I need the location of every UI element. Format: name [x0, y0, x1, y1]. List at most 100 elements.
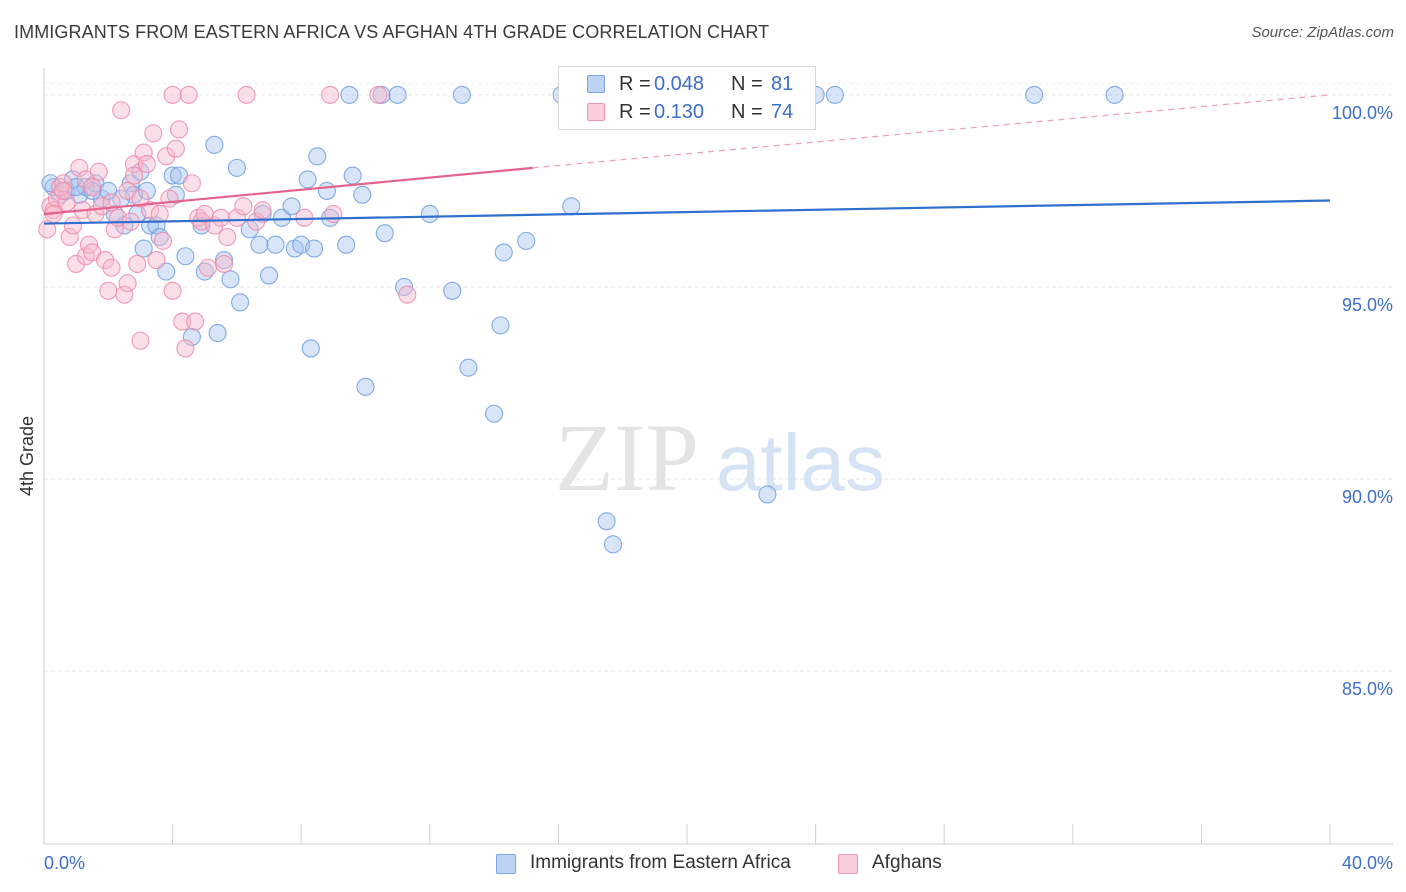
y-tick-label: 100.0%	[1332, 103, 1393, 123]
legend-label: Afghans	[872, 852, 942, 873]
point-eastern-africa	[343, 166, 362, 185]
point-eastern-africa	[1105, 85, 1124, 104]
point-afghans	[54, 174, 73, 193]
point-afghans	[147, 251, 166, 270]
point-eastern-africa	[259, 266, 279, 285]
point-eastern-africa	[266, 235, 285, 254]
trendline-eastern-africa	[43, 199, 1331, 225]
point-afghans	[76, 170, 95, 189]
point-eastern-africa	[250, 235, 269, 254]
y-tick-label: 90.0%	[1342, 487, 1393, 507]
point-afghans	[234, 197, 253, 216]
point-eastern-africa	[491, 316, 510, 335]
r-label: R =	[619, 101, 651, 123]
point-afghans	[157, 147, 176, 166]
point-eastern-africa	[92, 189, 111, 208]
point-eastern-africa	[298, 170, 317, 189]
source-label: Source: ZipAtlas.com	[1251, 24, 1394, 41]
point-eastern-africa	[353, 185, 372, 204]
point-afghans	[118, 274, 137, 293]
point-afghans	[160, 189, 179, 208]
point-afghans	[144, 124, 163, 143]
point-eastern-africa	[221, 270, 240, 289]
point-eastern-africa	[214, 251, 234, 270]
point-eastern-africa	[157, 262, 176, 281]
point-eastern-africa	[137, 181, 156, 200]
point-eastern-africa	[163, 166, 182, 185]
point-afghans	[134, 143, 153, 162]
y-axis-label: 4th Grade	[17, 416, 37, 496]
point-afghans	[218, 227, 237, 247]
point-eastern-africa	[517, 231, 536, 250]
axis-layer: 85.0% 90.0% 95.0% 100.0%	[43, 68, 1393, 845]
point-eastern-africa	[356, 377, 375, 396]
point-afghans	[38, 220, 57, 239]
point-afghans	[150, 204, 169, 224]
point-eastern-africa	[340, 85, 359, 104]
n-label: N =	[731, 73, 763, 95]
point-afghans	[67, 254, 86, 273]
trend-layer	[43, 94, 1331, 225]
point-eastern-africa	[420, 204, 439, 224]
legend-swatch-pink	[838, 854, 858, 874]
legend-swatch-blue	[496, 854, 516, 874]
legend-swatch-pink	[587, 103, 605, 121]
series-legend: Immigrants from Eastern Africa Afghans	[0, 852, 1406, 878]
point-eastern-africa	[308, 147, 327, 166]
point-afghans	[198, 258, 218, 277]
point-afghans	[115, 285, 134, 304]
point-afghans	[237, 85, 256, 104]
stats-legend: R = 0.048 N = 81 R = 0.130 N = 74	[558, 66, 816, 130]
point-afghans	[227, 208, 246, 227]
watermark-zip: ZIP	[555, 404, 699, 511]
grid-layer	[44, 82, 1393, 672]
r-label: R =	[619, 73, 651, 95]
point-afghans	[131, 189, 150, 208]
point-eastern-africa	[758, 485, 777, 504]
point-eastern-africa	[182, 327, 201, 346]
point-afghans	[60, 227, 79, 247]
point-afghans	[137, 154, 156, 174]
trendline-afghans	[43, 166, 533, 216]
point-afghans	[166, 139, 185, 158]
watermark: ZIP atlas	[555, 404, 885, 511]
point-afghans	[124, 166, 144, 185]
point-afghans	[83, 178, 102, 197]
point-afghans	[131, 331, 150, 350]
point-eastern-africa	[1025, 85, 1044, 104]
point-eastern-africa	[176, 247, 195, 266]
point-afghans	[99, 281, 118, 300]
point-eastern-africa	[305, 239, 324, 258]
point-eastern-africa	[597, 512, 616, 531]
n-value: 81	[771, 73, 794, 95]
point-afghans	[70, 158, 89, 177]
legend-swatch-blue	[587, 75, 605, 93]
y-tick-label: 85.0%	[1342, 679, 1393, 699]
point-afghans	[92, 197, 111, 216]
point-eastern-africa	[253, 204, 272, 224]
point-eastern-africa	[231, 293, 250, 312]
point-afghans	[112, 101, 131, 120]
point-eastern-africa	[301, 339, 320, 358]
point-afghans	[253, 201, 272, 220]
points-layer	[38, 85, 1124, 554]
point-afghans	[179, 85, 198, 104]
point-eastern-africa	[494, 243, 513, 262]
point-afghans	[214, 254, 234, 273]
point-afghans	[153, 231, 173, 250]
point-afghans	[398, 285, 417, 304]
chart-title: IMMIGRANTS FROM EASTERN AFRICA VS AFGHAN…	[14, 22, 770, 42]
point-afghans	[47, 189, 66, 208]
point-afghans	[211, 208, 230, 227]
x-tick-label-max: 40.0%	[1342, 853, 1393, 873]
point-afghans	[141, 201, 160, 220]
r-value: 0.048	[654, 73, 705, 95]
point-eastern-africa	[375, 224, 394, 243]
point-eastern-africa	[83, 181, 102, 200]
point-afghans	[324, 204, 343, 224]
stats-row-afghans: R = 0.130 N = 74	[559, 99, 815, 127]
trendline-afghans-extension	[532, 94, 1331, 169]
stats-row-eastern-africa: R = 0.048 N = 81	[559, 71, 815, 99]
point-afghans	[163, 85, 182, 104]
